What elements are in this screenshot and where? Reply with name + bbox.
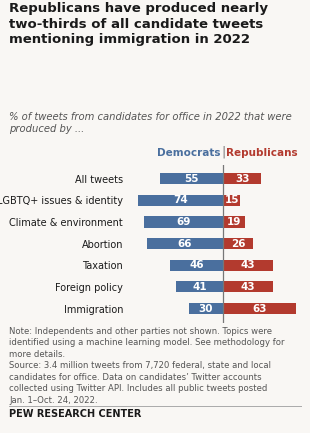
Bar <box>223 303 296 314</box>
Bar <box>223 260 273 271</box>
Bar <box>176 281 223 293</box>
Bar <box>223 173 261 184</box>
Bar <box>144 216 223 228</box>
Bar <box>138 195 223 206</box>
Text: 43: 43 <box>241 282 255 292</box>
Text: 55: 55 <box>184 174 199 184</box>
Bar <box>188 303 223 314</box>
Text: 69: 69 <box>176 217 191 227</box>
Bar <box>170 260 223 271</box>
Text: |: | <box>221 145 225 158</box>
Text: Note: Independents and other parties not shown. Topics were
identified using a m: Note: Independents and other parties not… <box>9 327 285 404</box>
Text: 41: 41 <box>192 282 207 292</box>
Text: 19: 19 <box>227 217 241 227</box>
Text: 63: 63 <box>252 304 267 313</box>
Bar <box>147 238 223 249</box>
Text: % of tweets from candidates for office in 2022 that were
produced by ...: % of tweets from candidates for office i… <box>9 112 292 134</box>
Text: Democrats: Democrats <box>157 148 220 158</box>
Text: 74: 74 <box>173 195 188 205</box>
Text: 66: 66 <box>178 239 193 249</box>
Text: 15: 15 <box>224 195 239 205</box>
Text: PEW RESEARCH CENTER: PEW RESEARCH CENTER <box>9 409 142 419</box>
Text: 30: 30 <box>199 304 213 313</box>
Text: 43: 43 <box>241 260 255 270</box>
Text: 26: 26 <box>231 239 246 249</box>
Bar <box>160 173 223 184</box>
Text: Republicans: Republicans <box>226 148 298 158</box>
Text: Republicans have produced nearly
two-thirds of all candidate tweets
mentioning i: Republicans have produced nearly two-thi… <box>9 2 268 46</box>
Bar <box>223 281 273 293</box>
Text: 33: 33 <box>235 174 250 184</box>
Bar <box>223 238 253 249</box>
Bar <box>223 195 241 206</box>
Bar <box>223 216 245 228</box>
Text: 46: 46 <box>189 260 204 270</box>
